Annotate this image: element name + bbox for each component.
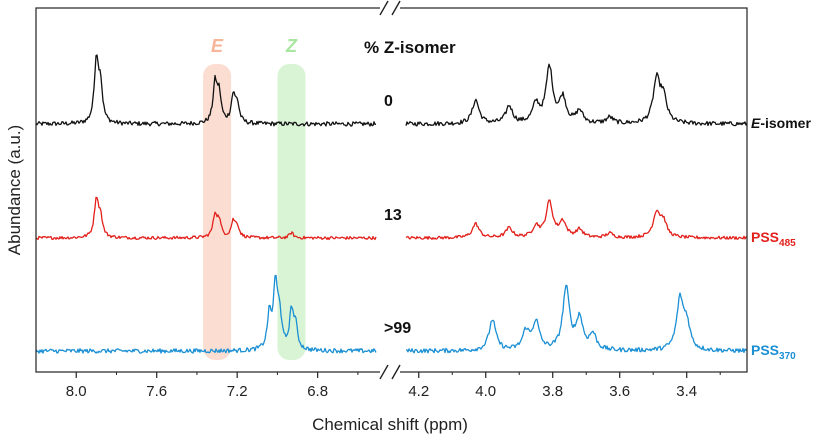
tick-layer: 8.0 7.6 7.2 6.8 4.2 4.0 3.8 3.6 3.4 — [66, 372, 721, 400]
axis-break-mark — [391, 0, 401, 16]
percent-label-pss485: 13 — [384, 207, 402, 224]
tick-label-right-3.8: 3.8 — [542, 383, 563, 400]
axis-break-mark — [379, 0, 389, 16]
tick-label-left-7.2: 7.2 — [227, 383, 248, 400]
axis-break-gap-top — [380, 2, 400, 14]
tick-label-left-8.0: 8.0 — [66, 383, 87, 400]
highlight-band-e — [203, 64, 232, 360]
highlight-band-z — [277, 64, 306, 360]
percent-label-e-isomer: 0 — [384, 93, 393, 110]
axis-break-gap-bottom — [380, 366, 400, 378]
tick-label-right-3.6: 3.6 — [609, 383, 630, 400]
plot-frame — [35, 0, 748, 380]
percent-label-pss370: >99 — [384, 320, 411, 337]
trace-e-isomer-left — [35, 54, 377, 127]
axis-break-mark — [379, 364, 389, 380]
highlight-label-e: E — [211, 36, 224, 56]
label-layer: % Z-isomer Chemical shift (ppm) Abundanc… — [5, 38, 468, 434]
trace-pss370-left — [35, 274, 377, 354]
series-label-e-isomer: E-isomer — [751, 115, 811, 131]
trace-e-isomer-right — [405, 63, 748, 127]
highlight-label-z: Z — [285, 36, 298, 56]
series-label-pss485: PSS485 — [751, 229, 796, 249]
tick-label-left-7.6: 7.6 — [146, 383, 167, 400]
legend-title: % Z-isomer — [364, 38, 456, 57]
trace-pss485-left — [35, 196, 377, 241]
trace-pss485-right — [405, 199, 748, 240]
trace-pss370-right — [406, 284, 748, 354]
y-axis-title: Abundance (a.u.) — [5, 125, 24, 255]
tick-label-right-4.0: 4.0 — [475, 383, 496, 400]
tick-label-right-4.2: 4.2 — [408, 383, 429, 400]
plot-border — [35, 7, 748, 373]
x-axis-title: Chemical shift (ppm) — [312, 415, 468, 434]
axis-break-mark — [391, 364, 401, 380]
tick-label-right-3.4: 3.4 — [676, 383, 697, 400]
tick-label-left-6.8: 6.8 — [307, 383, 328, 400]
trace-layer: 0 E-isomer 13 PSS485 >99 PSS370 — [35, 54, 811, 362]
series-label-pss370: PSS370 — [751, 342, 796, 362]
